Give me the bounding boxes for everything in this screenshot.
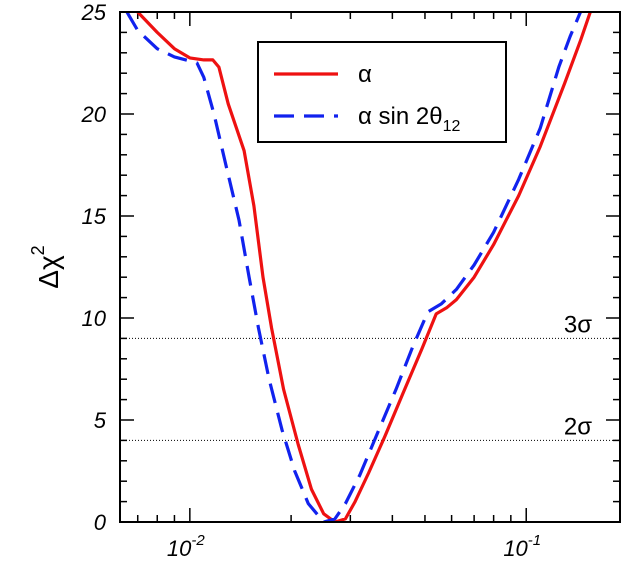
axis-ticks [120,11,620,523]
y-tick-label: 20 [81,102,107,127]
reference-lines [120,337,620,441]
x-tick-label: 10-1 [503,532,541,561]
legend-label-subscript: 12 [443,118,461,135]
series-line-0 [136,12,592,522]
y-tick-label: 15 [82,204,107,229]
x-tick-exponent: -2 [191,532,205,549]
plot-frame [119,11,621,523]
x-tick-label: 10-2 [167,532,205,561]
legend: α α sin 2θ12 [257,41,507,143]
y-label-base: Δχ [33,255,64,289]
legend-label-text: α [358,61,372,88]
series-line-1 [125,12,582,522]
y-tick-label: 5 [94,408,107,433]
legend-label-text: α sin 2θ [358,103,443,130]
y-label-sup: 2 [28,245,48,255]
y-tick-label: 25 [81,0,107,25]
series-lines [125,12,592,522]
x-tick-base: 10 [503,536,528,561]
reference-label: 3σ [564,311,592,338]
legend-box [257,41,507,143]
reference-label: 2σ [564,413,592,440]
y-tick-label: 10 [82,306,107,331]
y-tick-label: 0 [94,510,107,535]
x-tick-exponent: -1 [528,532,541,549]
legend-label-1: α sin 2θ12 [358,103,460,135]
legend-label-0: α [358,61,372,88]
y-axis-label: Δχ2 [28,245,64,288]
x-tick-base: 10 [167,536,192,561]
